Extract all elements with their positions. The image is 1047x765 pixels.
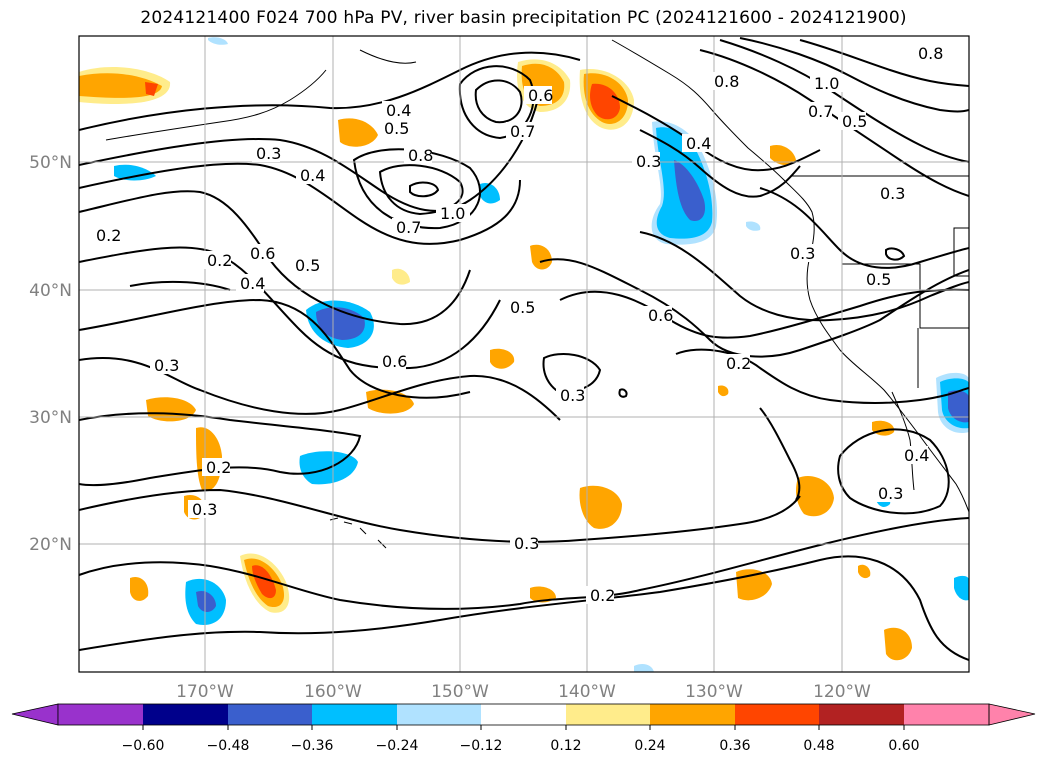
contour-label: 0.5 — [510, 298, 535, 317]
colorbar-extend-high — [988, 703, 1036, 726]
contour-label: 0.5 — [866, 270, 891, 289]
contour-label: 0.8 — [714, 72, 739, 91]
contour-label: 0.6 — [250, 244, 275, 263]
latitude-labels: 50°N 40°N 30°N 20°N — [29, 153, 72, 555]
lon-label: 120°W — [813, 682, 871, 702]
contour-label: 0.7 — [396, 218, 421, 237]
colorbar-tick: −0.48 — [207, 738, 250, 754]
colorbar-tick: 0.60 — [888, 738, 919, 754]
contour-label: 0.3 — [256, 144, 281, 163]
colorbar-bin — [904, 704, 989, 725]
colorbar-bin — [566, 704, 650, 725]
contour-label: 0.3 — [192, 500, 217, 519]
colorbar-tick: −0.12 — [460, 738, 503, 754]
contour-label: 0.5 — [295, 256, 320, 275]
colorbar-bin — [143, 704, 228, 725]
contour-label: 0.5 — [384, 119, 409, 138]
contour-label: 0.3 — [154, 356, 179, 375]
contour-label: 0.4 — [240, 274, 265, 293]
colorbar-bin — [481, 704, 566, 725]
contour-label: 0.2 — [96, 226, 121, 245]
lat-label: 50°N — [29, 153, 72, 173]
contour-label-group: 0.6 0.5 0.4 0.2 0.2 0.3 0.4 0.4 0.5 0.8 … — [92, 44, 943, 605]
contour-label: 0.5 — [842, 112, 867, 131]
longitude-labels: 170°W 160°W 150°W 140°W 130°W 120°W — [176, 682, 871, 702]
colorbar-bin — [58, 704, 143, 725]
contour-label: 0.2 — [206, 458, 231, 477]
colorbar-bin — [228, 704, 312, 725]
lon-label: 160°W — [304, 682, 362, 702]
contour-label: 0.8 — [918, 44, 943, 63]
colorbar-bin — [397, 704, 481, 725]
colorbar-bin — [650, 704, 735, 725]
map-border — [78, 35, 970, 673]
contour-label: 1.0 — [440, 204, 465, 223]
contour-label: 0.6 — [528, 86, 553, 105]
colorbar-extend-low — [11, 703, 59, 726]
contour-label: 0.6 — [382, 352, 407, 371]
figure-title: 2024121400 F024 700 hPa PV, river basin … — [140, 8, 907, 28]
contour-label: 0.2 — [207, 251, 232, 270]
colorbar-tick: −0.36 — [291, 738, 334, 754]
contour-label: 0.4 — [686, 134, 711, 153]
colorbar-tick: −0.24 — [376, 738, 419, 754]
contour-label: 0.4 — [904, 446, 929, 465]
contour-label: 0.2 — [726, 354, 751, 373]
colorbar-bin — [735, 704, 819, 725]
colorbar-bin — [312, 704, 397, 725]
contour-label: 0.2 — [590, 586, 615, 605]
contour-label: 0.3 — [878, 484, 903, 503]
lon-label: 140°W — [558, 682, 616, 702]
contour-label: 0.3 — [790, 244, 815, 263]
lat-label: 30°N — [29, 408, 72, 428]
contour-label: 0.8 — [408, 146, 433, 165]
lat-label: 40°N — [29, 281, 72, 301]
contour-label: 0.3 — [636, 152, 661, 171]
colorbar-tick: 0.36 — [719, 738, 750, 754]
contour-label: 0.7 — [808, 102, 833, 121]
contour-label: 0.4 — [386, 101, 411, 120]
colorbar-tick: −0.60 — [122, 738, 165, 754]
contour-label: 0.3 — [560, 386, 585, 405]
contour-label: 1.0 — [814, 74, 839, 93]
colorbar: −0.60 −0.48 −0.36 −0.24 −0.12 0.12 0.24 … — [11, 703, 1036, 754]
contour-label: 0.7 — [510, 122, 535, 141]
lon-label: 170°W — [176, 682, 234, 702]
contour-label: 0.6 — [648, 306, 673, 325]
contour-label: 0.4 — [300, 166, 325, 185]
colorbar-tick: 0.24 — [634, 738, 665, 754]
graticule — [79, 36, 969, 672]
colorbar-tick: 0.48 — [803, 738, 834, 754]
lon-label: 130°W — [685, 682, 743, 702]
lat-label: 20°N — [29, 535, 72, 555]
colorbar-tick: 0.12 — [550, 738, 581, 754]
map-panel — [79, 36, 969, 672]
colorbar-bin — [819, 704, 904, 725]
contour-label: 0.3 — [514, 534, 539, 553]
contour-label: 0.3 — [880, 184, 905, 203]
lon-label: 150°W — [431, 682, 489, 702]
